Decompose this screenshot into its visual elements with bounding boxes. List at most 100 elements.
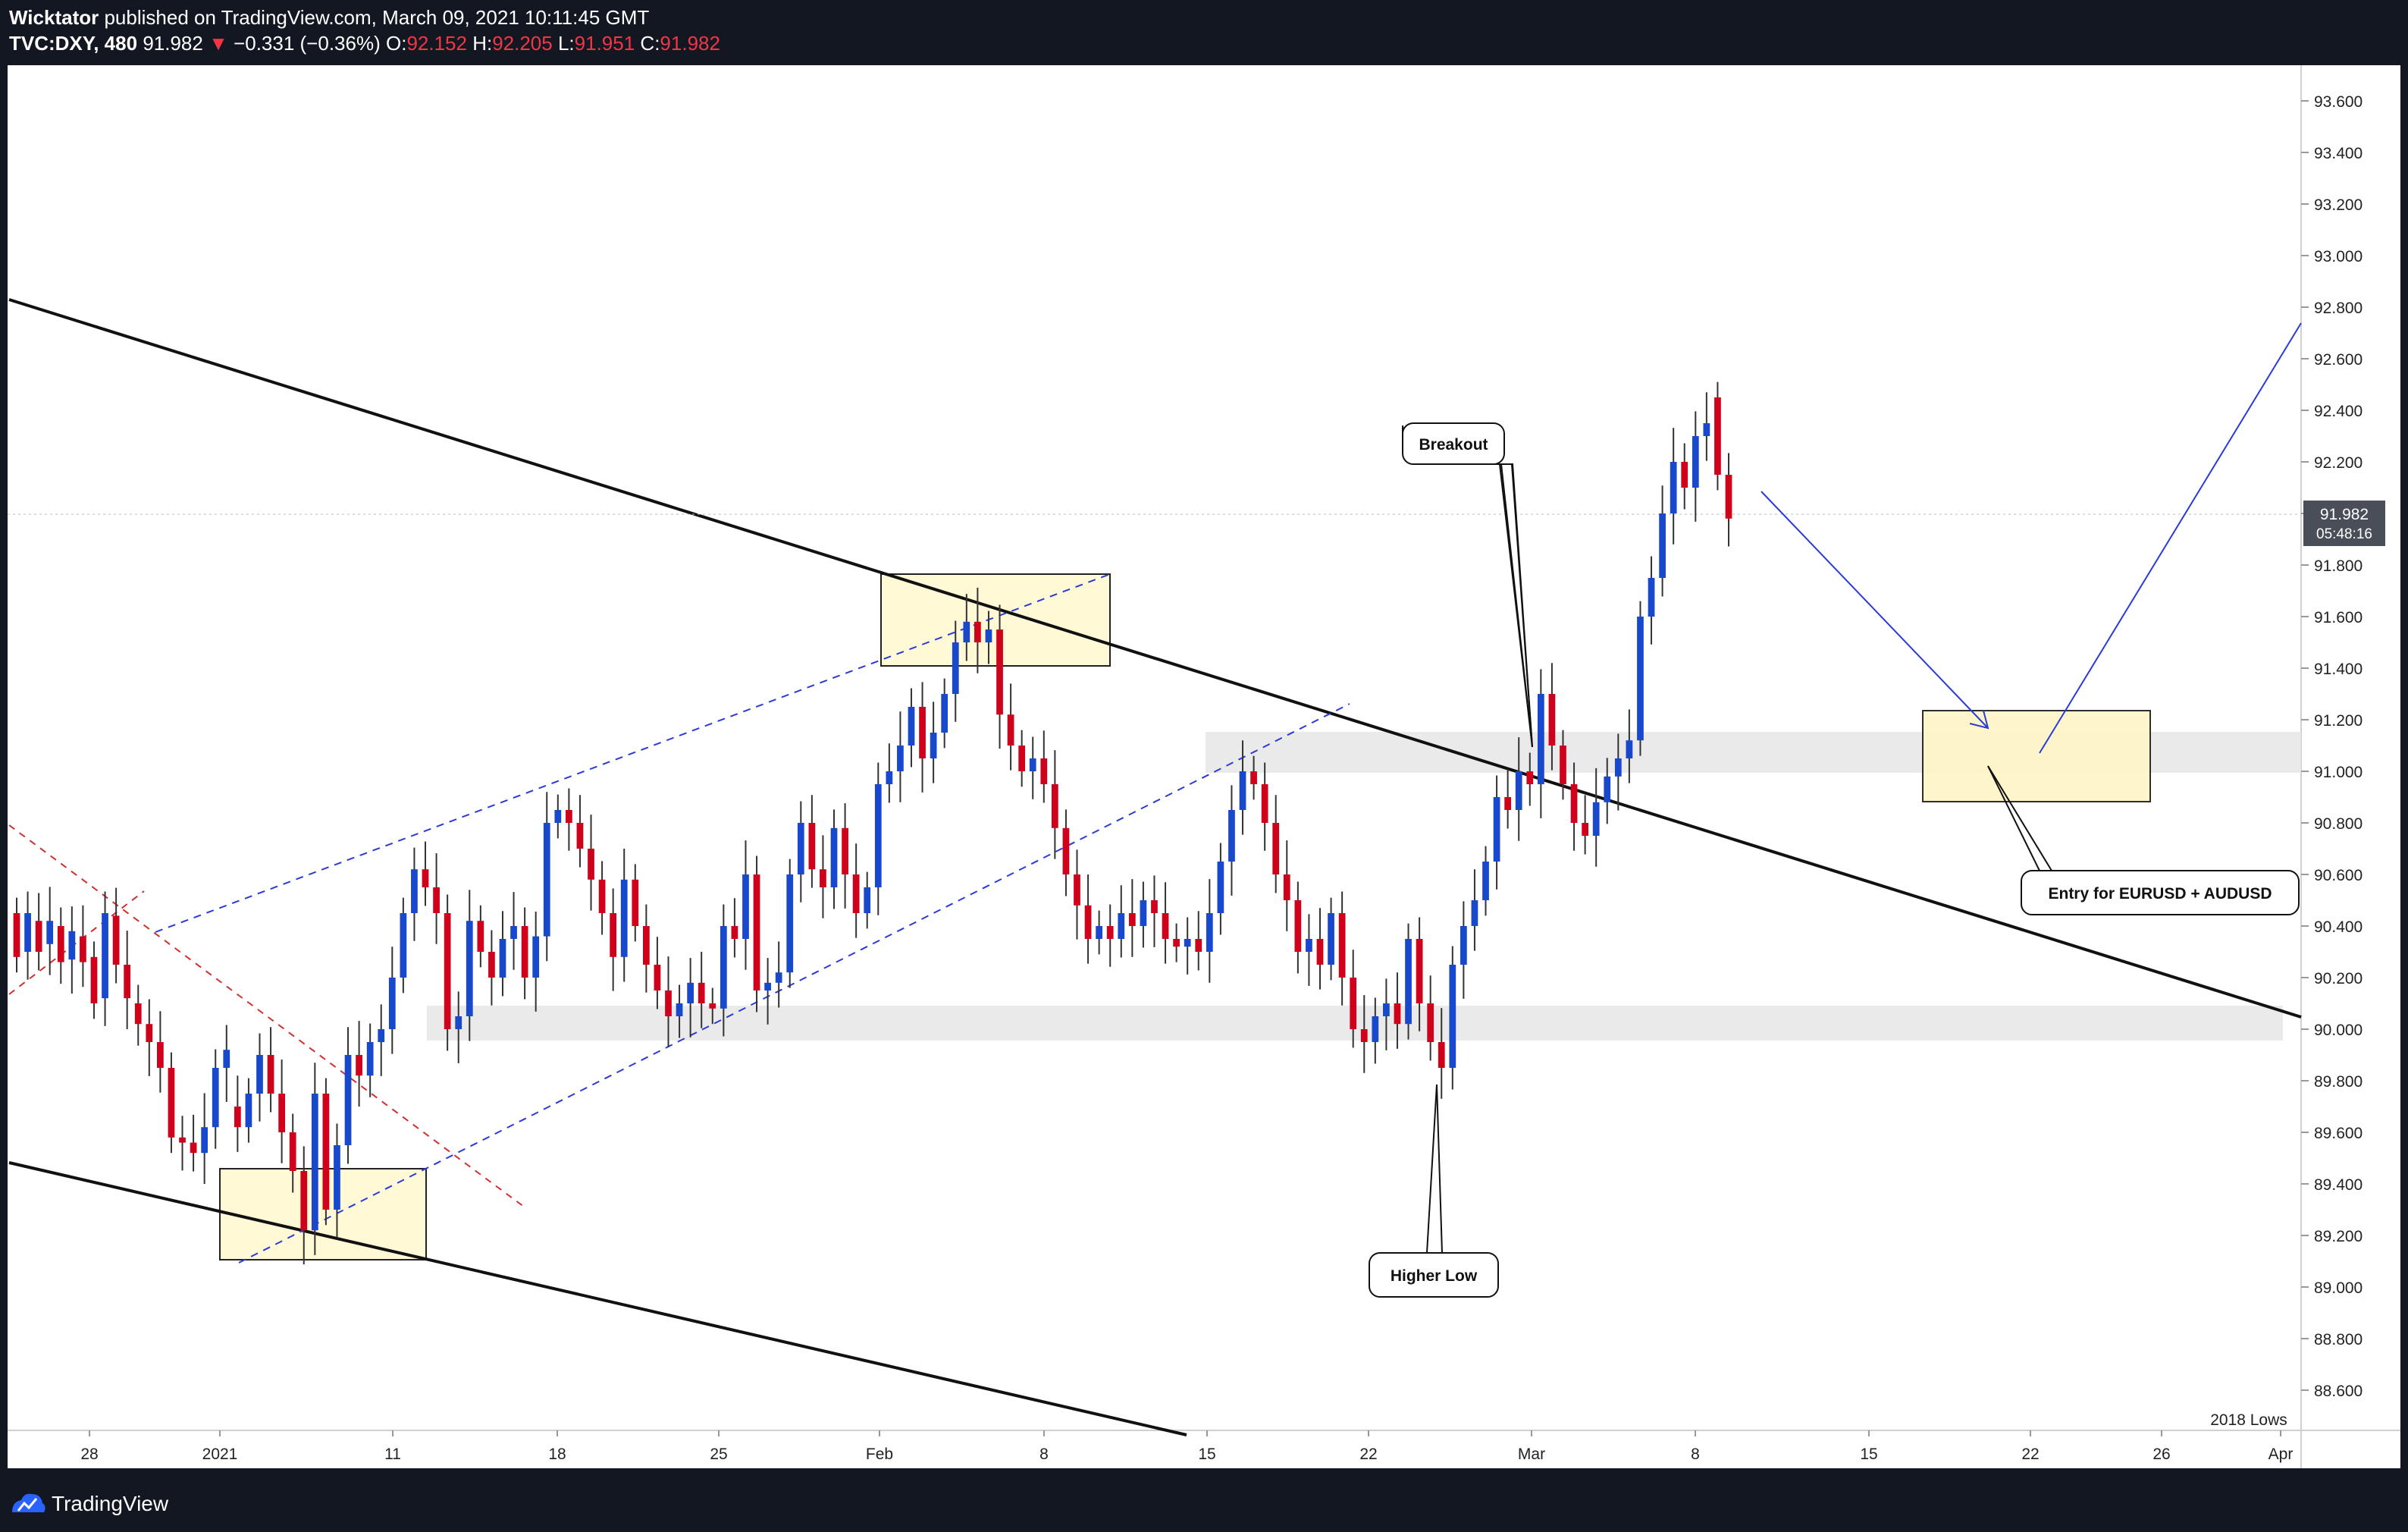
change-value: −0.331 (−0.36%) <box>234 32 381 55</box>
publish-info: Wicktator published on TradingView.com, … <box>9 5 649 30</box>
candle-down <box>1725 475 1732 519</box>
candle-up <box>1659 513 1666 578</box>
candle-up <box>532 936 540 978</box>
candle-down <box>919 707 926 758</box>
candle-down <box>35 921 42 952</box>
candle-down <box>1283 874 1290 900</box>
candle-up <box>24 913 31 952</box>
candle-down <box>654 965 661 990</box>
candle-up <box>985 629 992 642</box>
candle-up <box>786 874 794 973</box>
candle-down <box>698 982 705 1003</box>
price-chart-svg[interactable]: Breakout Higher Low Entry for EURUSD + A… <box>0 58 2408 1476</box>
candle-up <box>764 982 771 990</box>
candle-down <box>753 874 760 990</box>
candle-down <box>1250 771 1257 784</box>
candle-up <box>1471 900 1478 926</box>
tradingview-brand[interactable]: TradingView <box>52 1492 169 1515</box>
x-tick-label: 26 <box>2152 1446 2170 1463</box>
open-value: 92.152 <box>406 32 467 55</box>
candle-up <box>212 1068 219 1128</box>
entry-label: Entry for EURUSD + AUDUSD <box>2048 885 2272 903</box>
candles-layer <box>13 381 1732 1265</box>
projection-down-line <box>1761 491 1989 729</box>
candle-down <box>267 1055 274 1094</box>
candle-down <box>808 823 816 870</box>
candle-up <box>223 1050 230 1068</box>
candle-up <box>908 707 915 746</box>
channel-lower-line <box>238 703 1350 1264</box>
y-tick-label: 92.400 <box>2314 403 2363 420</box>
candle-down <box>1560 746 1566 784</box>
candle-down <box>1338 913 1346 978</box>
time-axis-background <box>8 1430 2400 1468</box>
candle-down <box>278 1094 285 1132</box>
candle-up <box>864 887 871 913</box>
x-tick-label: 22 <box>1359 1446 1377 1463</box>
y-tick-label: 89.000 <box>2314 1279 2363 1297</box>
candle-up <box>1405 939 1412 1025</box>
candle-down <box>1272 823 1280 874</box>
chart-area[interactable]: Breakout Higher Low Entry for EURUSD + A… <box>0 58 2408 1476</box>
candle-up <box>256 1055 263 1094</box>
candle-up <box>1228 810 1235 862</box>
candle-down <box>57 926 64 962</box>
candle-down <box>1018 746 1026 771</box>
candle-down <box>576 823 584 849</box>
tradingview-logo-icon[interactable] <box>9 1490 47 1518</box>
x-tick-label: 22 <box>2021 1446 2039 1463</box>
upper-trendline <box>8 298 2302 1019</box>
candle-down <box>996 629 1003 715</box>
candle-down <box>1681 462 1688 488</box>
y-tick-label: 89.600 <box>2314 1125 2363 1142</box>
published-text: published on TradingView.com, March 09, … <box>104 6 650 29</box>
y-tick-label: 89.800 <box>2314 1073 2363 1091</box>
x-tick-label: 8 <box>1691 1446 1700 1463</box>
y-tick-label: 92.800 <box>2314 300 2363 317</box>
candle-down <box>1106 926 1114 939</box>
y-tick-label: 90.000 <box>2314 1022 2363 1039</box>
candle-up <box>411 869 418 913</box>
x-tick-label: 8 <box>1039 1446 1049 1463</box>
candle-down <box>1195 939 1202 952</box>
breakout-label: Breakout <box>1419 436 1488 454</box>
x-tick-label: Apr <box>2268 1446 2294 1463</box>
candle-up <box>455 1016 462 1029</box>
candle-up <box>366 1042 374 1076</box>
candle-down <box>1570 784 1578 823</box>
candle-up <box>1239 771 1246 810</box>
time-axis[interactable]: 28 2021 11 18 25 Feb 8 15 22 Mar 8 15 22 26 Apr <box>80 1430 2293 1463</box>
candle-down <box>80 936 86 962</box>
candle-down <box>134 1003 142 1025</box>
entry-callout-box <box>2021 870 2300 915</box>
candle-down <box>157 1042 164 1068</box>
y-tick-label: 91.400 <box>2314 661 2363 678</box>
higher-low-label: Higher Low <box>1391 1267 1478 1285</box>
price-tag-box <box>2303 501 2385 546</box>
candle-down <box>1350 978 1357 1029</box>
callouts-layer: Breakout Higher Low Entry for EURUSD + A… <box>1369 422 2300 1429</box>
candle-down <box>179 1137 186 1143</box>
publisher-name[interactable]: Wicktator <box>9 6 99 29</box>
change-arrow-icon: ▼ <box>209 32 228 55</box>
candle-up <box>1140 900 1147 926</box>
candle-up <box>775 972 782 983</box>
symbol-name[interactable]: TVC:DXY, 480 <box>9 32 138 55</box>
candle-up <box>102 913 108 999</box>
candle-down <box>1438 1042 1445 1068</box>
candle-down <box>112 915 120 965</box>
candle-up <box>1096 926 1103 939</box>
candle-up <box>1692 436 1699 488</box>
candle-up <box>1592 802 1600 836</box>
candle-up <box>1029 758 1036 771</box>
candle-down <box>1173 939 1180 947</box>
entry-box <box>1922 710 2151 802</box>
lower-trendline <box>8 1161 1187 1436</box>
candle-up <box>941 694 948 733</box>
y-tick-label: 93.000 <box>2314 248 2363 265</box>
candle-down <box>1582 823 1588 836</box>
candle-up <box>344 1055 352 1145</box>
candle-up <box>554 810 562 823</box>
y-tick-label: 90.800 <box>2314 815 2363 833</box>
x-tick-label: 15 <box>1860 1446 1877 1463</box>
